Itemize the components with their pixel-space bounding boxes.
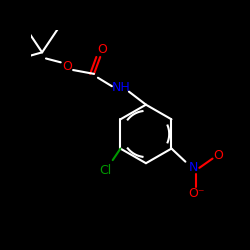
- Text: Cl: Cl: [99, 164, 111, 177]
- Text: O: O: [62, 60, 72, 73]
- Text: NH: NH: [112, 81, 130, 94]
- Text: O: O: [213, 149, 223, 162]
- Text: O: O: [97, 43, 107, 56]
- Text: N: N: [188, 161, 198, 174]
- Text: O⁻: O⁻: [188, 187, 204, 200]
